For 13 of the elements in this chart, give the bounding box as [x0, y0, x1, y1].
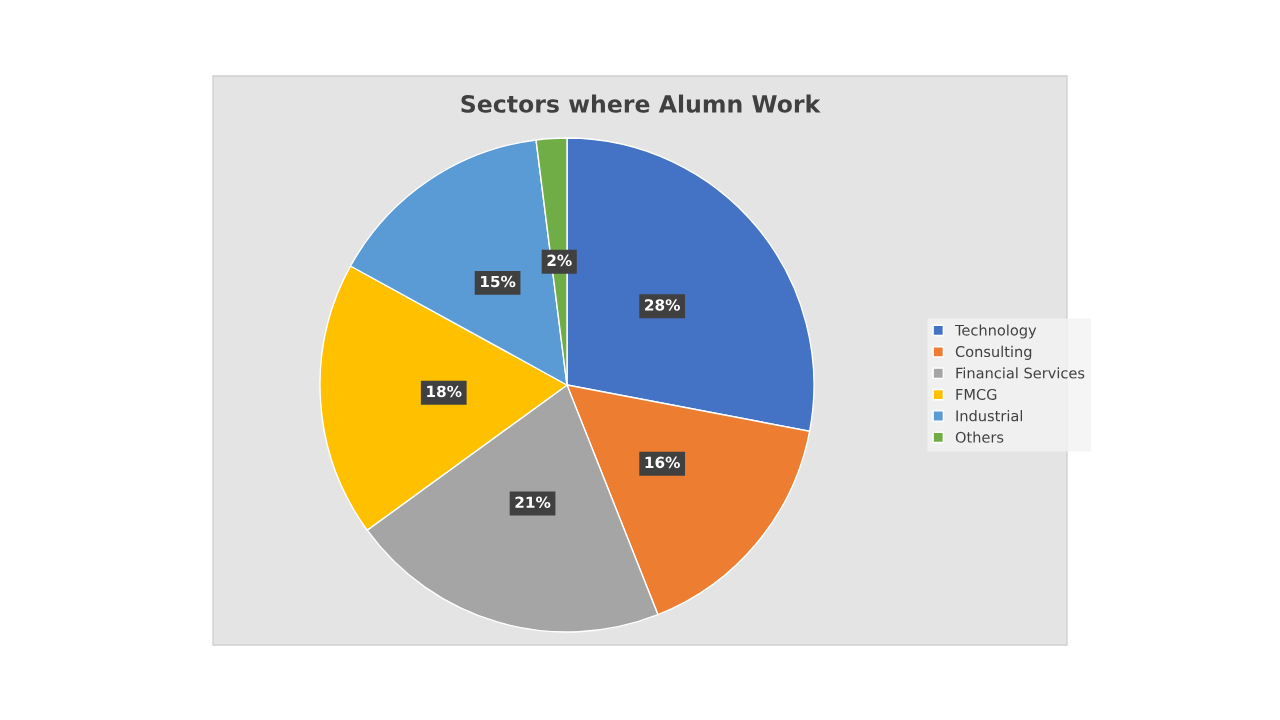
- legend-label: Industrial: [956, 410, 1023, 422]
- legend-label: Technology: [954, 324, 1037, 339]
- legend-label: Consulting: [955, 345, 1032, 360]
- data-label: 15%: [481, 275, 516, 288]
- data-label: 28%: [645, 299, 680, 311]
- legend-label: Others: [955, 431, 1004, 443]
- legend-label: FMCG: [956, 388, 997, 400]
- data-label: 16%: [645, 456, 680, 469]
- data-label: 2%: [547, 254, 572, 267]
- data-label: 21%: [515, 496, 551, 509]
- data-label: 18%: [427, 385, 462, 398]
- chart-title: Sectors where Alumn Work: [461, 94, 821, 113]
- legend-label: Financial Services: [956, 367, 1085, 379]
